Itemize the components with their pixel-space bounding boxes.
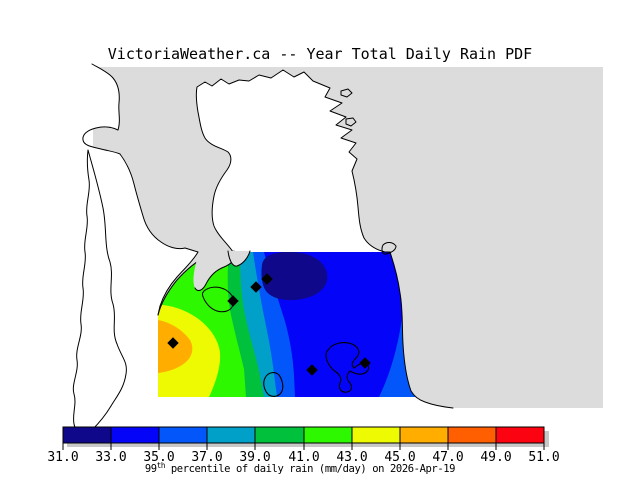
caption-rest: percentile of daily rain (mm/day) on 202…: [165, 463, 455, 475]
station-diamond-icon: [167, 337, 179, 349]
tick-label: 33.0: [95, 450, 126, 465]
tick-label: 43.0: [336, 450, 367, 465]
island-ne-sliver: [381, 242, 397, 255]
colorbar-caption: 99th percentile of daily rain (mm/day) o…: [145, 461, 455, 475]
colorbar-segment: [399, 426, 449, 444]
colorbar-segment: [351, 426, 401, 444]
lake-outline: [325, 342, 370, 393]
lagoon-outline: [263, 372, 284, 397]
tick-label: 47.0: [432, 450, 463, 465]
station-diamond-icon: [359, 357, 371, 369]
harbour-wedge-shore: [227, 250, 251, 267]
band-31-33-low: [261, 252, 328, 301]
colorbar-segment: [158, 426, 208, 444]
harbour-wedge-water: [228, 251, 250, 267]
island-sidney-1: [340, 88, 353, 98]
colorbar-segment: [206, 426, 256, 444]
colorbar-segment: [447, 426, 497, 444]
colorbar-segment: [110, 426, 160, 444]
tick-label: 51.0: [528, 450, 559, 465]
west-landmass: [52, 55, 198, 410]
colorbar-segment: [495, 426, 545, 444]
colorbar-segment: [254, 426, 305, 444]
tick-label: 45.0: [384, 450, 415, 465]
station-diamond-icon: [227, 295, 239, 307]
peninsula-coastline: [195, 69, 391, 253]
station-diamond-icon: [250, 281, 262, 293]
chart-title: VictoriaWeather.ca -- Year Total Daily R…: [108, 45, 532, 63]
tick-label: 37.0: [191, 450, 222, 465]
caption-pre: 99: [145, 463, 157, 475]
west-inlet-water: [72, 149, 127, 435]
west-coastline: [82, 63, 199, 316]
colorbar-labels: 31.0 33.0 35.0 37.0 39.0 41.0 43.0 45.0 …: [47, 450, 559, 465]
station-diamond-icon: [261, 273, 273, 285]
colorbar: 31.0 33.0 35.0 37.0 39.0 41.0 43.0 45.0 …: [47, 426, 560, 465]
map: [52, 55, 603, 435]
tick-label: 49.0: [480, 450, 511, 465]
colorbar-segment: [62, 426, 112, 444]
island-sidney-2: [345, 117, 357, 127]
contour-field: [158, 252, 415, 397]
colorbar-segments: [62, 426, 545, 444]
south-land-strip: [158, 396, 455, 409]
tick-label: 31.0: [47, 450, 78, 465]
caption-superscript: th: [157, 461, 165, 470]
tick-label: 35.0: [143, 450, 174, 465]
tick-label: 39.0: [239, 450, 270, 465]
station-markers: [167, 273, 371, 376]
colorbar-ticks: [62, 443, 545, 450]
southeast-coastline: [389, 251, 454, 409]
station-diamond-icon: [306, 364, 318, 376]
colorbar-segment: [303, 426, 353, 444]
tick-label: 41.0: [288, 450, 319, 465]
harbour-hook-water: [202, 286, 235, 313]
bay-water-nw: [193, 251, 235, 291]
